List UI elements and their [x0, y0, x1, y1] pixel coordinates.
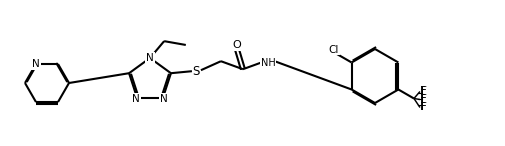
Text: S: S	[192, 65, 199, 78]
Text: F: F	[419, 101, 425, 112]
Text: Cl: Cl	[328, 45, 338, 54]
Text: F: F	[420, 94, 426, 105]
Text: N: N	[160, 94, 168, 104]
Text: NH: NH	[260, 58, 275, 68]
Text: F: F	[419, 93, 425, 104]
Text: F: F	[420, 86, 426, 97]
Text: N: N	[132, 94, 140, 104]
Text: F: F	[420, 102, 426, 113]
Text: N: N	[32, 59, 40, 69]
Text: N: N	[146, 53, 154, 63]
Text: O: O	[232, 40, 241, 50]
Text: F: F	[419, 86, 425, 95]
